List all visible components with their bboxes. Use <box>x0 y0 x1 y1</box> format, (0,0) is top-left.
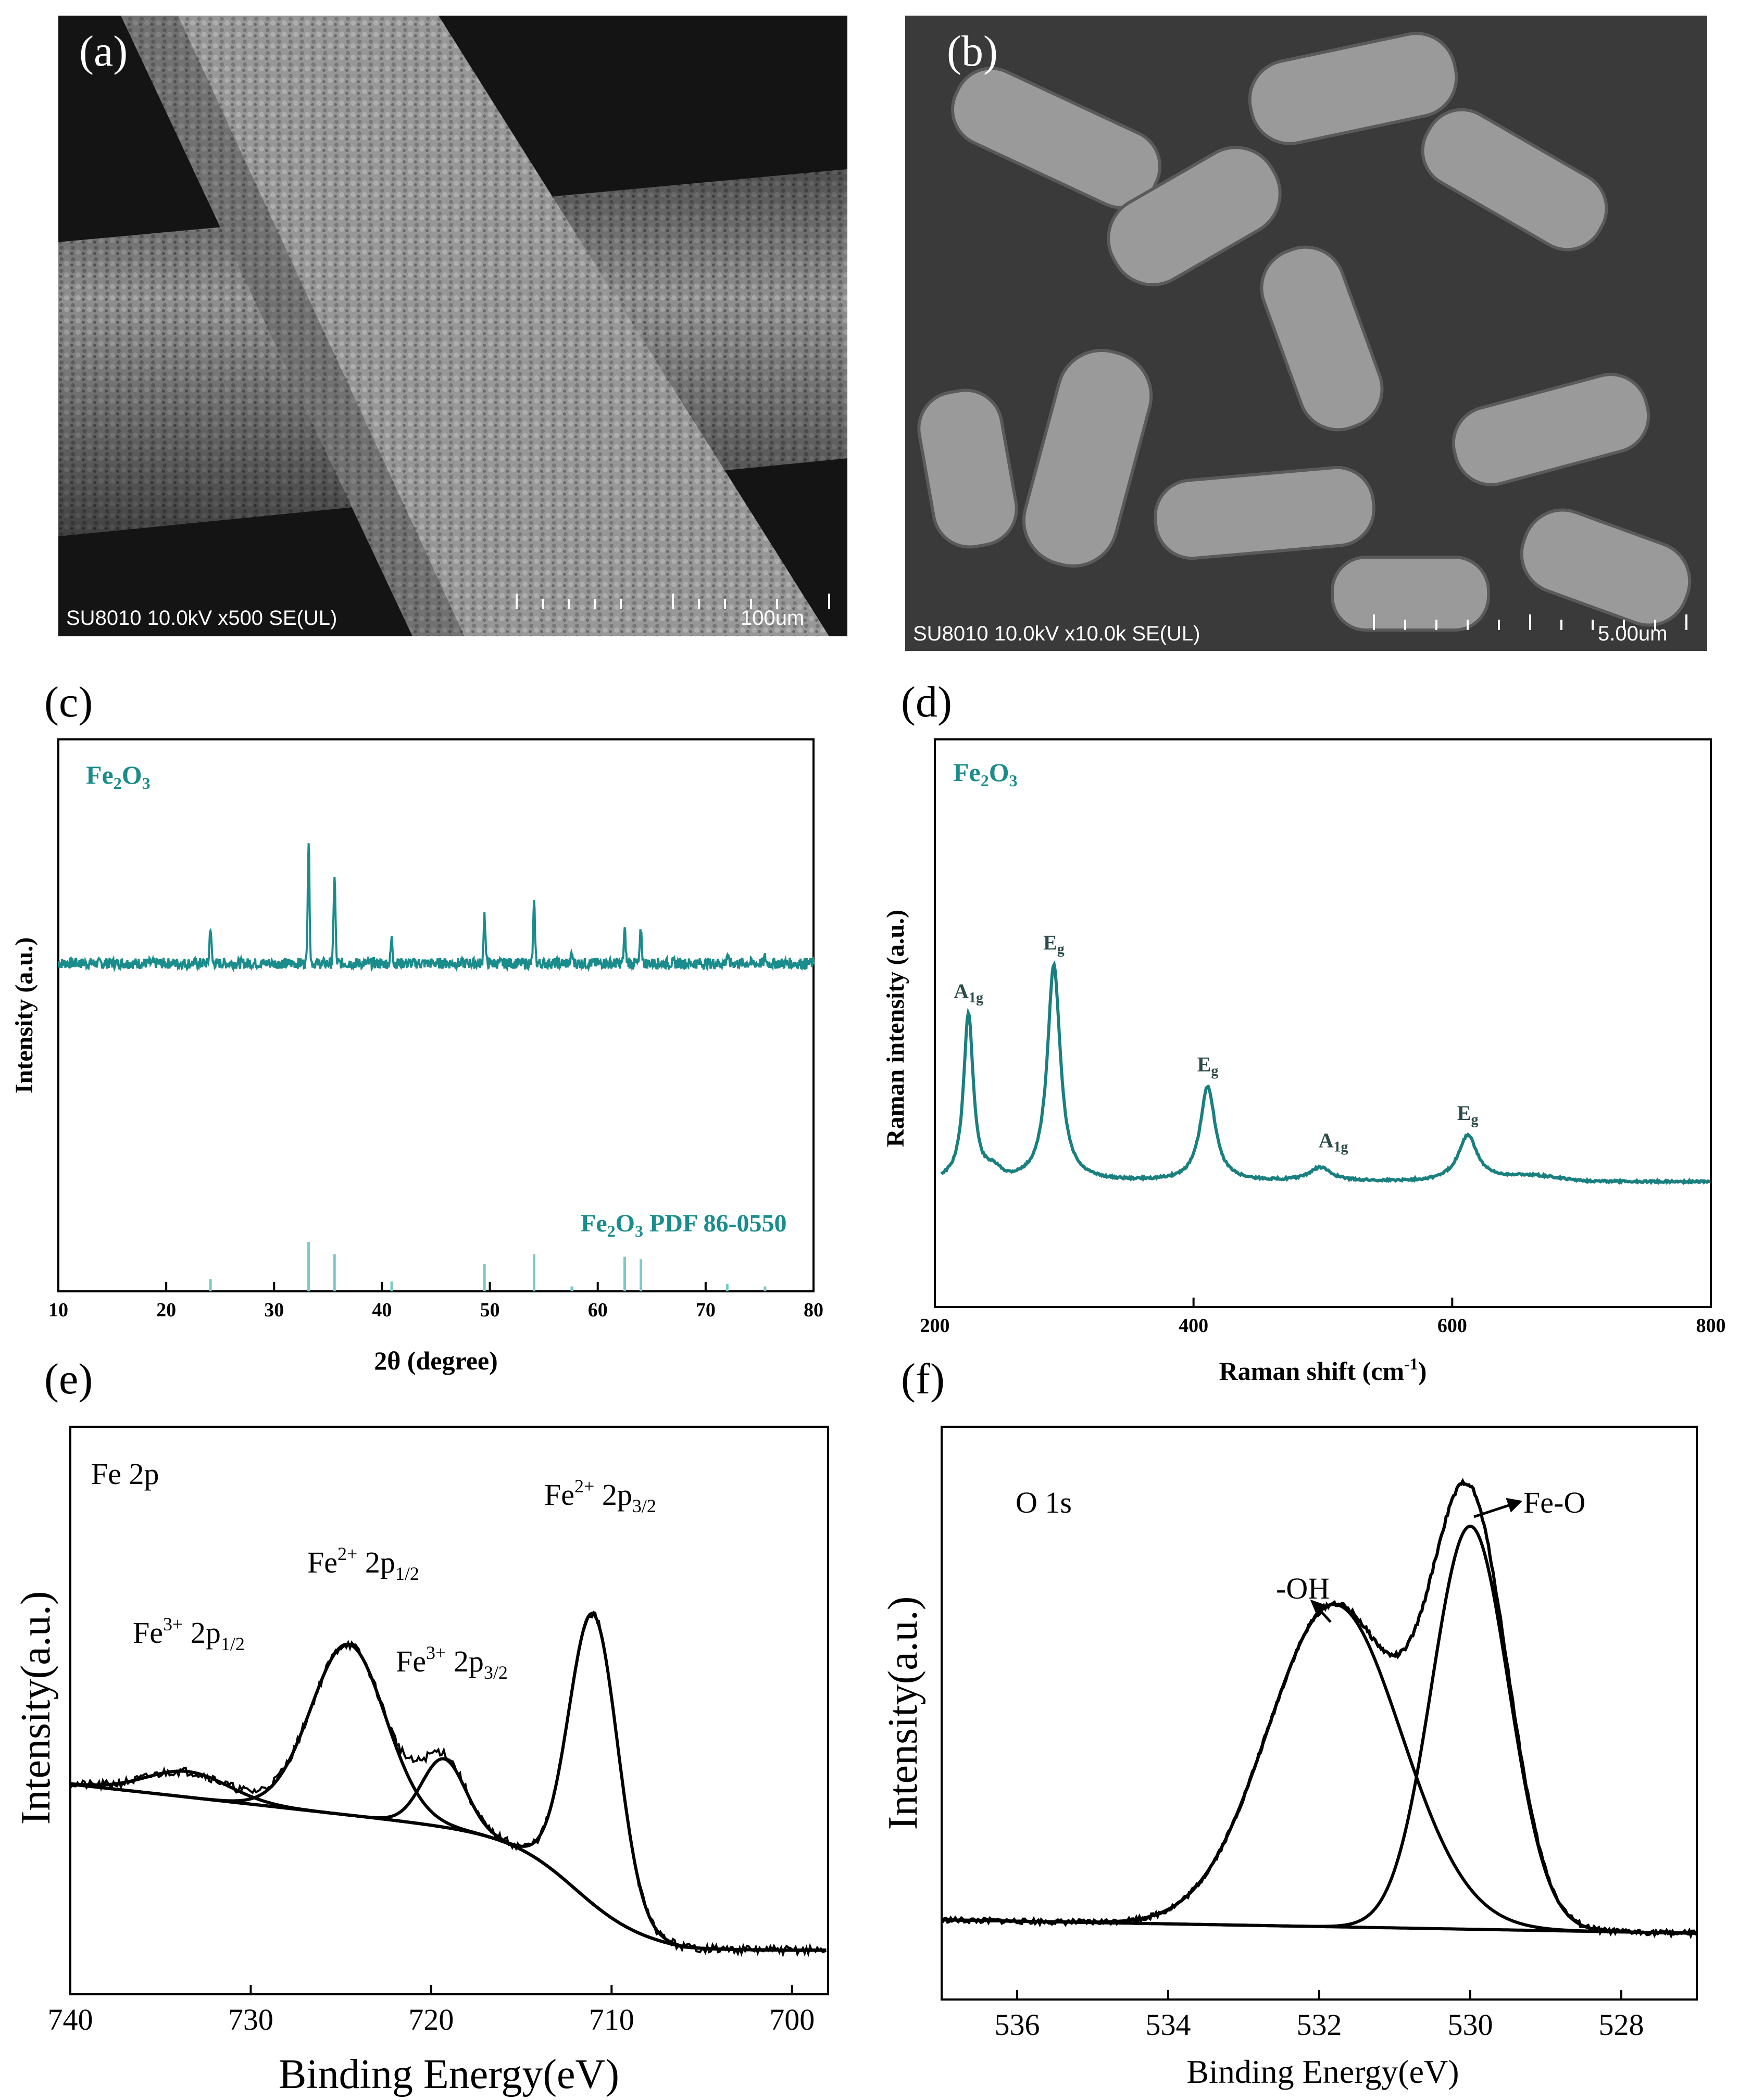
panel-label-b: (b) <box>947 27 998 76</box>
fe2p-peak-label-1: Fe2+ 2p1/2 <box>307 1543 419 1584</box>
xrd-pattern-line <box>57 843 815 973</box>
chart-c-title: Fe2O3 <box>86 760 151 793</box>
sem-image-a: (a) SU8010 10.0kV x500 SE(UL) 100um <box>58 16 847 636</box>
chart-f-annotation: O 1s <box>1016 1486 1072 1519</box>
raman-tick-label-200: 200 <box>920 1315 950 1337</box>
oh-arrowhead <box>1310 1599 1328 1617</box>
chart-d-xlabel: Raman shift (cm-1) <box>1219 1354 1427 1386</box>
o1s-tick-label-532: 532 <box>1297 2008 1342 2042</box>
panel-label-d: (d) <box>901 678 952 726</box>
raman-tick-label-800: 800 <box>1696 1315 1726 1337</box>
chart-e-ylabel: Intensity(a.u.) <box>13 1591 59 1825</box>
sem-rods-illustration-b <box>905 16 1707 651</box>
sem-fiber-illustration-a <box>58 16 847 636</box>
chart-d-xlabel-sup: -1 <box>1404 1354 1418 1373</box>
chart-c-ref-sub1: 2 <box>607 1222 616 1240</box>
panel-label-e: (e) <box>44 1355 93 1403</box>
xrd-tick-label-80: 80 <box>804 1299 823 1321</box>
raman-tick-label-600: 600 <box>1437 1315 1467 1337</box>
xrd-chart: 10 20 30 40 50 60 70 80 Fe2O3 Fe2O3 PDF 86-0550… <box>10 738 823 1375</box>
fe2p-peak-label-2: Fe3+ 2p3/2 <box>396 1642 508 1683</box>
raman-peak-label-1: Eg <box>1043 931 1065 958</box>
chart-c-ref-sub2: 3 <box>635 1222 643 1240</box>
xrd-tick-label-10: 10 <box>48 1299 68 1321</box>
chart-e-annotation: Fe 2p <box>91 1457 159 1491</box>
xrd-tick-label-50: 50 <box>480 1299 500 1321</box>
chart-c-xlabel: 2θ (degree) <box>374 1346 498 1375</box>
o1s-tick-label-536: 536 <box>995 2008 1040 2042</box>
chart-c-ref-rest: PDF 86-0550 <box>643 1210 787 1237</box>
raman-peak-label-3: A1g <box>1319 1129 1348 1155</box>
o1s-tick-label-530: 530 <box>1448 2008 1493 2042</box>
sem-image-b: (b) SU8010 10.0kV x10.0k SE(UL) 5.00um <box>905 16 1707 651</box>
panel-label-c: (c) <box>44 678 93 726</box>
panel-label-f: (f) <box>901 1355 945 1403</box>
xrd-tick-label-40: 40 <box>372 1299 392 1321</box>
chart-d-title-o: O <box>989 758 1009 787</box>
xrd-tick-label-70: 70 <box>696 1299 716 1321</box>
xrd-tick-label-30: 30 <box>264 1299 284 1321</box>
chart-d-title-sub2: 3 <box>1009 771 1018 790</box>
feo-arrowhead <box>1506 1498 1523 1513</box>
chart-d-frame <box>934 738 1712 1308</box>
chart-d-xlabel-end: ) <box>1418 1356 1427 1386</box>
fe2p-tick-label-710: 710 <box>589 2003 634 2036</box>
chart-d-xlabel-main: Raman shift (cm <box>1219 1356 1405 1386</box>
fe2p-tick-label-720: 720 <box>408 2003 454 2036</box>
fe2p-peak-label-0: Fe3+ 2p1/2 <box>133 1614 245 1654</box>
panel-label-a: (a) <box>79 27 128 76</box>
chart-f-xlabel: Binding Energy(eV) <box>1186 2053 1459 2090</box>
o1s-tick-label-528: 528 <box>1599 2008 1644 2042</box>
chart-f-ylabel: Intensity(a.u.) <box>880 1596 926 1830</box>
chart-c-title-sub2: 3 <box>142 774 151 793</box>
chart-c-ylabel: Intensity (a.u.) <box>10 937 38 1093</box>
xps-fe2p-chart: 740 730 720 710 700 Fe 2p Fe3+ 2p1/2 Fe2+ 2p1… <box>13 1426 829 2097</box>
chart-d-title: Fe2O3 <box>953 758 1018 790</box>
chart-c-title-o: O <box>122 760 142 789</box>
sem-info-b: SU8010 10.0kV x10.0k SE(UL) <box>913 622 1200 645</box>
chart-c-frame <box>57 738 815 1292</box>
chart-c-title-fe: Fe <box>86 760 114 789</box>
raman-peak-label-0: A1g <box>954 979 983 1006</box>
fe2p-tick-label-740: 740 <box>48 2003 93 2036</box>
chart-c-ref-o: O <box>616 1210 635 1237</box>
raman-peak-label-4: Eg <box>1457 1101 1479 1128</box>
fe2p-background <box>70 1782 827 1952</box>
chart-c-ref-label: Fe2O3 PDF 86-0550 <box>581 1210 786 1240</box>
chart-d-title-fe: Fe <box>953 758 981 787</box>
chart-e-frame <box>69 1426 829 1995</box>
fe2p-experimental <box>69 1611 827 1958</box>
o1s-component-0 <box>941 1603 1697 1935</box>
chart-e-xlabel: Binding Energy(eV) <box>279 2052 619 2097</box>
label-feo: Fe-O <box>1523 1486 1585 1519</box>
o1s-envelope <box>941 1478 1698 1940</box>
raman-spectrum-line <box>940 960 1711 1186</box>
xps-o1s-chart: 536 534 532 530 528 O 1s -OH Fe-O Intensity(… <box>880 1426 1698 2090</box>
fe2p-tick-label-730: 730 <box>228 2003 273 2036</box>
xrd-tick-label-20: 20 <box>156 1299 176 1321</box>
feo-arrow <box>1473 1503 1511 1518</box>
chart-d-title-sub1: 2 <box>981 771 989 790</box>
sem-scale-a: 100um <box>741 607 805 630</box>
chart-c-ref-fe: Fe <box>581 1210 607 1237</box>
fe2p-tick-label-700: 700 <box>769 2003 815 2036</box>
raman-tick-label-400: 400 <box>1179 1315 1208 1337</box>
raman-peak-label-2: Eg <box>1197 1053 1219 1079</box>
chart-d-ylabel: Raman intensity (a.u.) <box>882 910 909 1147</box>
fe2p-component-2 <box>70 1757 827 1952</box>
sem-info-a: SU8010 10.0kV x500 SE(UL) <box>66 607 337 630</box>
o1s-tick-label-534: 534 <box>1146 2008 1191 2042</box>
label-oh: -OH <box>1276 1571 1330 1605</box>
fe2p-peak-label-3: Fe2+ 2p3/2 <box>544 1476 656 1516</box>
sem-scale-b: 5.00um <box>1598 622 1668 645</box>
xrd-tick-label-60: 60 <box>588 1299 608 1321</box>
raman-chart: A1g Eg Eg A1g Eg 200 400 600 800 Fe2O3 Raman in… <box>882 738 1726 1386</box>
fe2p-component-3 <box>70 1612 827 1952</box>
chart-c-title-sub1: 2 <box>114 774 122 793</box>
